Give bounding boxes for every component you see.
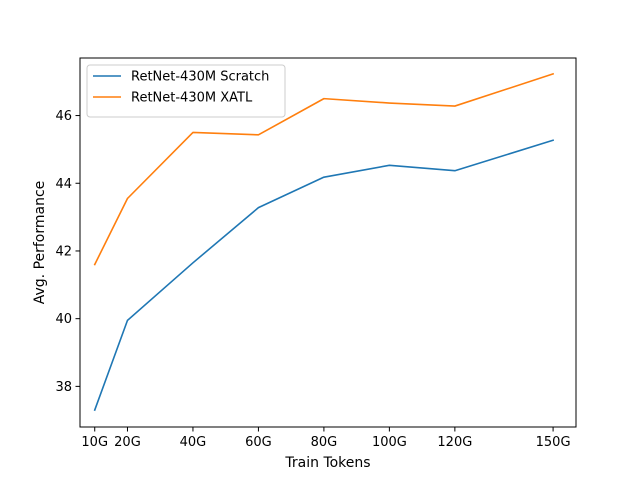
y-tick-label: 42: [55, 244, 72, 259]
y-tick-label: 40: [55, 312, 72, 327]
x-axis-label: Train Tokens: [284, 455, 370, 471]
y-axis-label: Avg. Performance: [32, 181, 48, 305]
series-line-retnet-430m-xatl: [93, 72, 555, 266]
x-tick-label: 150G: [536, 435, 571, 450]
y-tick-label: 46: [55, 109, 72, 124]
x-tick-label: 120G: [437, 435, 472, 450]
x-tick-label: 10G: [81, 435, 108, 450]
x-tick-label: 80G: [311, 435, 338, 450]
x-tick-label: 40G: [180, 435, 207, 450]
legend-box: [86, 64, 286, 118]
y-tick-label: 38: [55, 380, 72, 395]
x-axis: 10G 20G 40G 60G 80G 100G 120G 150G: [81, 427, 571, 450]
x-tick-label: 60G: [245, 435, 272, 450]
legend: RetNet-430M Scratch RetNet-430M XATL: [86, 64, 286, 118]
legend-label: RetNet-430M XATL: [131, 91, 253, 106]
y-tick-label: 44: [55, 177, 72, 192]
series-layer: [93, 72, 555, 412]
x-tick-label: 20G: [114, 435, 141, 450]
plot-area-frame: [79, 57, 577, 428]
legend-label: RetNet-430M Scratch: [131, 70, 269, 85]
series-line-retnet-430m-scratch: [93, 139, 555, 412]
x-tick-label: 100G: [372, 435, 407, 450]
y-axis: 38 40 42 44 46: [55, 109, 80, 395]
